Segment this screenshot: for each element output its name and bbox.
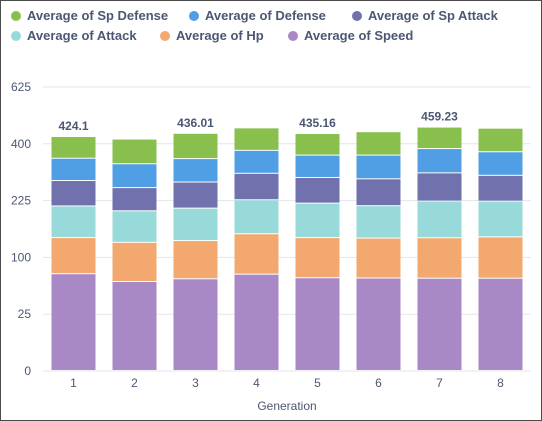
bar-segment[interactable] xyxy=(478,278,523,370)
bar-segment[interactable] xyxy=(417,201,462,238)
y-tick-label: 0 xyxy=(24,364,31,378)
legend-item[interactable]: Average of Speed xyxy=(288,28,413,43)
data-label: 459.23 xyxy=(421,110,458,124)
legend-swatch xyxy=(352,10,362,21)
legend-label: Average of Sp Defense xyxy=(27,8,169,23)
bar-segment[interactable] xyxy=(51,137,96,158)
bar-segment[interactable] xyxy=(51,158,96,181)
legend-swatch xyxy=(160,30,170,41)
bar-segment[interactable] xyxy=(112,139,157,164)
bars xyxy=(51,127,523,370)
data-label: 435.16 xyxy=(299,116,336,130)
legend-label: Average of Defense xyxy=(205,8,326,23)
bar-segment[interactable] xyxy=(295,238,340,278)
legend-item[interactable]: Average of Sp Attack xyxy=(352,8,498,23)
y-tick-label: 400 xyxy=(11,137,31,151)
x-tick-label: 6 xyxy=(375,376,382,390)
bar-segment[interactable] xyxy=(478,152,523,175)
bar-segment[interactable] xyxy=(295,155,340,177)
data-label: 436.01 xyxy=(177,116,214,130)
bar-segment[interactable] xyxy=(51,238,96,274)
bar-segment[interactable] xyxy=(356,132,401,155)
bar-segment[interactable] xyxy=(173,182,218,208)
y-tick-label: 100 xyxy=(11,250,31,264)
bar-segment[interactable] xyxy=(295,177,340,203)
x-tick-label: 3 xyxy=(192,376,199,390)
bar-segment[interactable] xyxy=(112,211,157,242)
bar-segment[interactable] xyxy=(295,278,340,370)
bar-segment[interactable] xyxy=(356,155,401,179)
bar-segment[interactable] xyxy=(478,237,523,278)
legend-item[interactable]: Average of Defense xyxy=(189,8,326,23)
bar-segment[interactable] xyxy=(417,278,462,370)
bar-segment[interactable] xyxy=(173,133,218,159)
y-tick-label: 225 xyxy=(11,194,31,208)
y-tick-label: 625 xyxy=(11,80,31,94)
bar-segment[interactable] xyxy=(112,164,157,188)
bar-segment[interactable] xyxy=(112,242,157,281)
legend-swatch xyxy=(189,10,199,21)
legend-label: Average of Hp xyxy=(176,28,264,43)
bar-segment[interactable] xyxy=(173,241,218,279)
x-tick-label: 1 xyxy=(70,376,77,390)
bar-segment[interactable] xyxy=(173,208,218,241)
bar-segment[interactable] xyxy=(417,238,462,278)
bar-segment[interactable] xyxy=(295,203,340,238)
bar-segment[interactable] xyxy=(112,281,157,370)
bar-segment[interactable] xyxy=(173,279,218,370)
bar-segment[interactable] xyxy=(478,201,523,237)
x-tick-label: 4 xyxy=(253,376,260,390)
bar-segment[interactable] xyxy=(478,128,523,152)
bar-segment[interactable] xyxy=(478,175,523,201)
bar-segment[interactable] xyxy=(234,200,279,234)
legend-swatch xyxy=(11,30,21,41)
x-axis-title: Generation xyxy=(257,399,316,413)
legend-item[interactable]: Average of Attack xyxy=(11,28,137,43)
x-tick-label: 7 xyxy=(436,376,443,390)
bar-segment[interactable] xyxy=(417,149,462,173)
legend-swatch xyxy=(11,10,21,21)
bar-segment[interactable] xyxy=(51,206,96,238)
legend-item[interactable]: Average of Sp Defense xyxy=(11,8,168,23)
bar-segment[interactable] xyxy=(234,150,279,173)
bar-segment[interactable] xyxy=(295,134,340,155)
bar-segment[interactable] xyxy=(234,274,279,370)
x-tick-label: 5 xyxy=(314,376,321,390)
data-label: 424.1 xyxy=(58,119,88,133)
bar-segment[interactable] xyxy=(417,127,462,149)
x-tick-label: 8 xyxy=(497,376,504,390)
bar-segment[interactable] xyxy=(234,234,279,274)
legend: Average of Sp Defense Average of Defense A… xyxy=(1,1,541,51)
bar-segment[interactable] xyxy=(51,181,96,206)
bar-segment[interactable] xyxy=(417,173,462,201)
legend-swatch xyxy=(288,30,298,41)
bar-segment[interactable] xyxy=(234,173,279,200)
legend-label: Average of Sp Attack xyxy=(368,8,498,23)
bar-segment[interactable] xyxy=(51,274,96,370)
bar-segment[interactable] xyxy=(173,159,218,182)
bar-segment[interactable] xyxy=(356,206,401,238)
bar-segment[interactable] xyxy=(112,188,157,211)
x-tick-label: 2 xyxy=(131,376,138,390)
bar-segment[interactable] xyxy=(234,128,279,150)
legend-item[interactable]: Average of Hp xyxy=(160,28,264,43)
legend-label: Average of Speed xyxy=(304,28,414,43)
bar-segment[interactable] xyxy=(356,238,401,278)
bar-segment[interactable] xyxy=(356,278,401,370)
legend-label: Average of Attack xyxy=(27,28,137,43)
bar-segment[interactable] xyxy=(356,179,401,206)
y-tick-label: 25 xyxy=(18,307,32,321)
